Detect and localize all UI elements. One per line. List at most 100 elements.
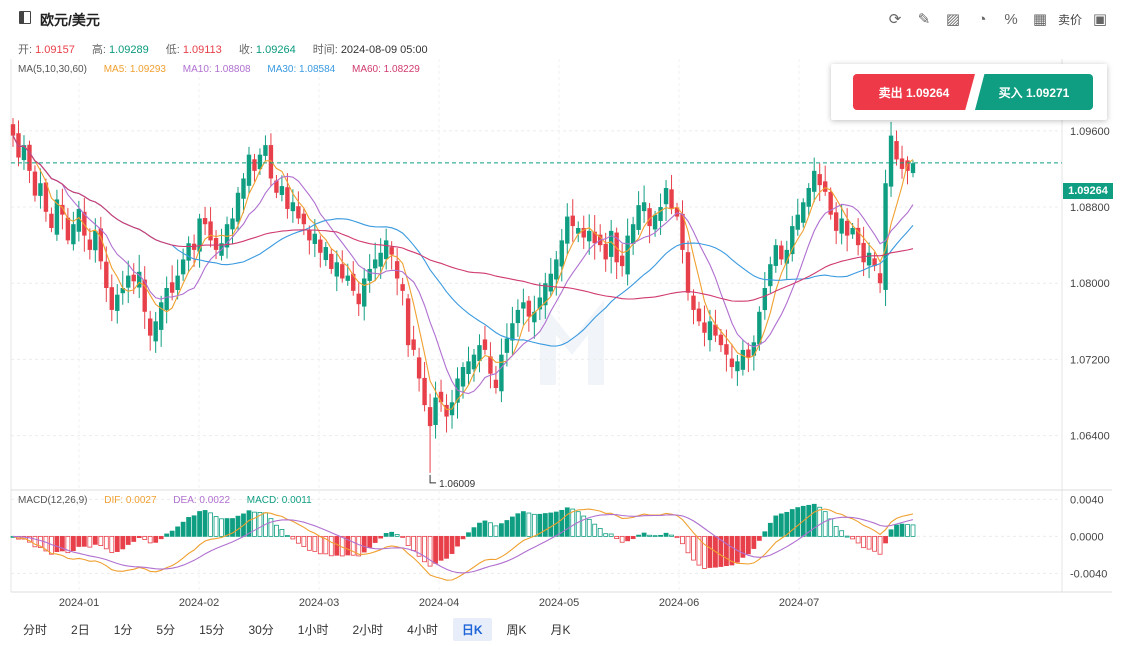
macd-bar-down bbox=[866, 535, 872, 550]
macd-bar-down bbox=[724, 535, 729, 567]
period-tab[interactable]: 5分 bbox=[156, 623, 176, 637]
sell-price-toggle[interactable]: 卖价 bbox=[1057, 12, 1082, 27]
candle-down bbox=[861, 242, 866, 263]
candle-up bbox=[773, 245, 779, 266]
macd-bar-up bbox=[839, 530, 845, 537]
candle-down bbox=[142, 279, 147, 312]
macd-bar-up bbox=[784, 511, 790, 537]
candle-up bbox=[279, 186, 285, 195]
period-tab[interactable]: 分时 bbox=[23, 623, 48, 637]
time-tick-label: 2024-05 bbox=[539, 597, 579, 609]
candle-up bbox=[806, 188, 811, 207]
period-tab[interactable]: 15分 bbox=[199, 623, 225, 637]
macd-title: MACD(12,26,9) bbox=[18, 495, 88, 506]
macd-bar-down bbox=[427, 535, 433, 567]
candle-down bbox=[713, 324, 718, 336]
macd-bar-down bbox=[328, 535, 334, 557]
macd-bar-up bbox=[603, 533, 609, 537]
macd-bar-up bbox=[647, 534, 652, 537]
candle-down bbox=[438, 391, 444, 403]
trade-panel: 卖出 1.09264 买入 1.09271 bbox=[831, 64, 1107, 120]
candle-down bbox=[416, 357, 422, 379]
ma5-line bbox=[12, 135, 914, 411]
macd-tick-label: -0.0040 bbox=[1070, 568, 1107, 580]
candle-down bbox=[822, 181, 828, 192]
macd-bar-down bbox=[350, 535, 356, 556]
macd-bar-up bbox=[208, 512, 213, 537]
macd-bar-down bbox=[619, 535, 625, 543]
period-tab[interactable]: 周K bbox=[506, 623, 527, 637]
candle-down bbox=[718, 334, 724, 346]
time-tick-label: 2024-03 bbox=[299, 597, 339, 609]
low-label: 低: bbox=[165, 44, 180, 56]
macd-bar-up bbox=[274, 524, 279, 537]
candle-up bbox=[471, 354, 477, 370]
candle-up bbox=[158, 302, 164, 330]
panel-icon[interactable] bbox=[19, 11, 31, 24]
candle-down bbox=[872, 258, 877, 267]
image-icon[interactable]: ▨ bbox=[945, 11, 961, 28]
period-tab-active[interactable]: 日K bbox=[452, 618, 492, 641]
macd-bar-up bbox=[482, 520, 488, 537]
macd-bar-up bbox=[905, 524, 910, 537]
candle-down bbox=[592, 231, 597, 244]
candle-up bbox=[784, 249, 789, 264]
candle-up bbox=[54, 199, 60, 235]
macd-bar-down bbox=[411, 535, 417, 551]
period-tab[interactable]: 1分 bbox=[113, 623, 133, 637]
candle-down bbox=[877, 273, 883, 284]
low-value: 1.09113 bbox=[182, 44, 222, 56]
macd-bar-down bbox=[691, 535, 696, 561]
period-tab[interactable]: 4小时 bbox=[407, 623, 438, 637]
candle-up bbox=[372, 259, 378, 269]
candle-up bbox=[576, 228, 581, 234]
candle-up bbox=[554, 259, 559, 280]
candle-up bbox=[630, 224, 636, 245]
price-tick-label: 1.08800 bbox=[1070, 202, 1110, 214]
ma30-value: MA30: 1.08584 bbox=[267, 64, 336, 75]
sell-button[interactable]: 卖出 1.09264 bbox=[853, 74, 975, 110]
macd-bar-down bbox=[301, 535, 307, 547]
macd-bar-down bbox=[372, 535, 378, 543]
macd-bar-up bbox=[531, 513, 537, 537]
candle-down bbox=[680, 213, 685, 250]
period-tab[interactable]: 月K bbox=[550, 623, 571, 637]
candle-up bbox=[641, 202, 647, 212]
candle-down bbox=[27, 144, 32, 171]
candle-down bbox=[43, 182, 49, 212]
macd-bar-down bbox=[76, 535, 82, 547]
period-tab[interactable]: 2日 bbox=[71, 623, 90, 637]
candle-up bbox=[466, 361, 471, 375]
candle-down bbox=[691, 295, 696, 310]
candle-down bbox=[340, 264, 345, 279]
candle-down bbox=[356, 293, 361, 305]
percent-icon[interactable]: % bbox=[1004, 10, 1018, 28]
pie-icon[interactable]: ◔ bbox=[977, 10, 987, 28]
candle-up bbox=[735, 361, 740, 372]
macd-bar-up bbox=[466, 532, 471, 537]
period-tab[interactable]: 2小时 bbox=[352, 623, 384, 637]
candle-down bbox=[746, 349, 751, 358]
grid-icon[interactable]: ▦ bbox=[1032, 11, 1048, 28]
candle-up bbox=[757, 311, 762, 345]
macd-bar-up bbox=[383, 533, 389, 537]
buy-button[interactable]: 买入 1.09271 bbox=[975, 74, 1093, 110]
refresh-icon[interactable]: ⟳ bbox=[888, 11, 902, 28]
period-tab[interactable]: 1小时 bbox=[297, 623, 329, 637]
layout-icon[interactable]: ▣ bbox=[1092, 11, 1108, 28]
macd-bar-down bbox=[433, 535, 438, 564]
close-value: 1.09264 bbox=[255, 44, 296, 56]
macd-bar-down bbox=[702, 535, 707, 569]
candle-up bbox=[362, 278, 367, 307]
macd-bar-up bbox=[499, 523, 504, 537]
period-tab[interactable]: 30分 bbox=[248, 623, 274, 637]
macd-bar-up bbox=[509, 516, 515, 537]
draw-icon[interactable]: ✎ bbox=[917, 11, 931, 28]
macd-bar-up bbox=[394, 534, 400, 537]
candle-down bbox=[828, 191, 833, 215]
macd-bar-down bbox=[438, 535, 444, 561]
macd-bar-up bbox=[257, 512, 263, 537]
macd-bar-up bbox=[806, 504, 812, 537]
candle-down bbox=[307, 230, 312, 241]
